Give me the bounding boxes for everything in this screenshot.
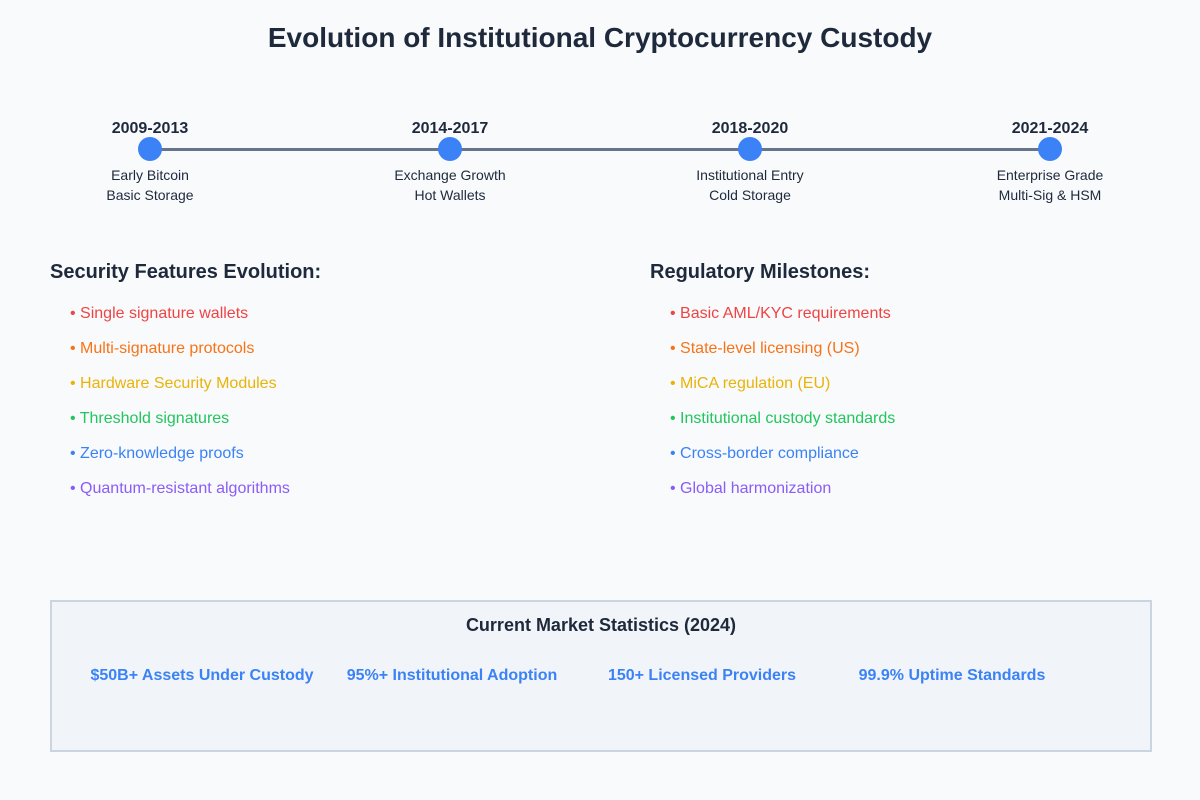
security-feature-item: • Multi-signature protocols bbox=[70, 340, 255, 357]
security-feature-item: • Single signature wallets bbox=[70, 305, 249, 322]
security-feature-item: • Zero-knowledge proofs bbox=[70, 445, 244, 462]
timeline-description: Enterprise Grade Multi-Sig & HSM bbox=[900, 165, 1200, 205]
regulatory-milestones-list: • Basic AML/KYC requirements • State-lev… bbox=[670, 304, 895, 514]
timeline-period-2014-2017: 2014-2017 Exchange Growth Hot Wallets bbox=[300, 120, 600, 203]
timeline-description: Early Bitcoin Basic Storage bbox=[0, 165, 300, 205]
regulatory-milestones-heading: Regulatory Milestones: bbox=[650, 261, 871, 283]
timeline-description-line2: Basic Storage bbox=[106, 187, 194, 203]
timeline-years: 2021-2024 bbox=[1011, 120, 1089, 137]
market-statistics-panel: Current Market Statistics (2024) $50B+ A… bbox=[50, 600, 1152, 752]
security-feature-item: • Quantum-resistant algorithms bbox=[70, 480, 290, 497]
timeline-dot bbox=[438, 137, 462, 161]
security-features-heading: Security Features Evolution: bbox=[50, 261, 322, 283]
regulatory-milestone-item: • Global harmonization bbox=[670, 480, 832, 497]
timeline-description-line1: Enterprise Grade bbox=[996, 167, 1104, 183]
security-feature-item: • Hardware Security Modules bbox=[70, 375, 277, 392]
timeline-years: 2009-2013 bbox=[111, 120, 189, 137]
timeline-years: 2014-2017 bbox=[411, 120, 489, 137]
stat-institutional-adoption: 95%+ Institutional Adoption bbox=[346, 667, 558, 684]
timeline-years: 2018-2020 bbox=[711, 120, 789, 137]
timeline-description-line2: Hot Wallets bbox=[414, 187, 486, 203]
stat-assets-under-custody: $50B+ Assets Under Custody bbox=[90, 667, 314, 684]
timeline-description-line1: Exchange Growth bbox=[394, 167, 506, 183]
security-feature-item: • Threshold signatures bbox=[70, 410, 230, 427]
regulatory-milestone-item: • MiCA regulation (EU) bbox=[670, 375, 831, 392]
timeline-description-line2: Cold Storage bbox=[709, 187, 791, 203]
security-features-list: • Single signature wallets • Multi-signa… bbox=[70, 304, 290, 514]
timeline-description-line2: Multi-Sig & HSM bbox=[998, 187, 1102, 203]
regulatory-milestone-item: • Institutional custody standards bbox=[670, 410, 896, 427]
timeline-description-line1: Early Bitcoin bbox=[111, 167, 189, 183]
timeline-period-2018-2020: 2018-2020 Institutional Entry Cold Stora… bbox=[600, 120, 900, 203]
timeline-description: Institutional Entry Cold Storage bbox=[600, 165, 900, 205]
timeline-description-line1: Institutional Entry bbox=[696, 167, 804, 183]
market-statistics-title: Current Market Statistics (2024) bbox=[465, 615, 737, 635]
timeline-dot bbox=[1038, 137, 1062, 161]
timeline-line bbox=[150, 148, 1050, 151]
regulatory-milestone-item: • State-level licensing (US) bbox=[670, 340, 860, 357]
page-title: Evolution of Institutional Cryptocurrenc… bbox=[267, 22, 933, 53]
timeline-dot bbox=[138, 137, 162, 161]
stat-uptime-standards: 99.9% Uptime Standards bbox=[858, 667, 1046, 684]
regulatory-milestone-item: • Cross-border compliance bbox=[670, 445, 859, 462]
timeline-period-2021-2024: 2021-2024 Enterprise Grade Multi-Sig & H… bbox=[900, 120, 1200, 203]
timeline-period-2009-2013: 2009-2013 Early Bitcoin Basic Storage bbox=[0, 120, 300, 203]
timeline-description: Exchange Growth Hot Wallets bbox=[300, 165, 600, 205]
stat-licensed-providers: 150+ Licensed Providers bbox=[607, 667, 797, 684]
timeline-dot bbox=[738, 137, 762, 161]
regulatory-milestone-item: • Basic AML/KYC requirements bbox=[670, 305, 891, 322]
